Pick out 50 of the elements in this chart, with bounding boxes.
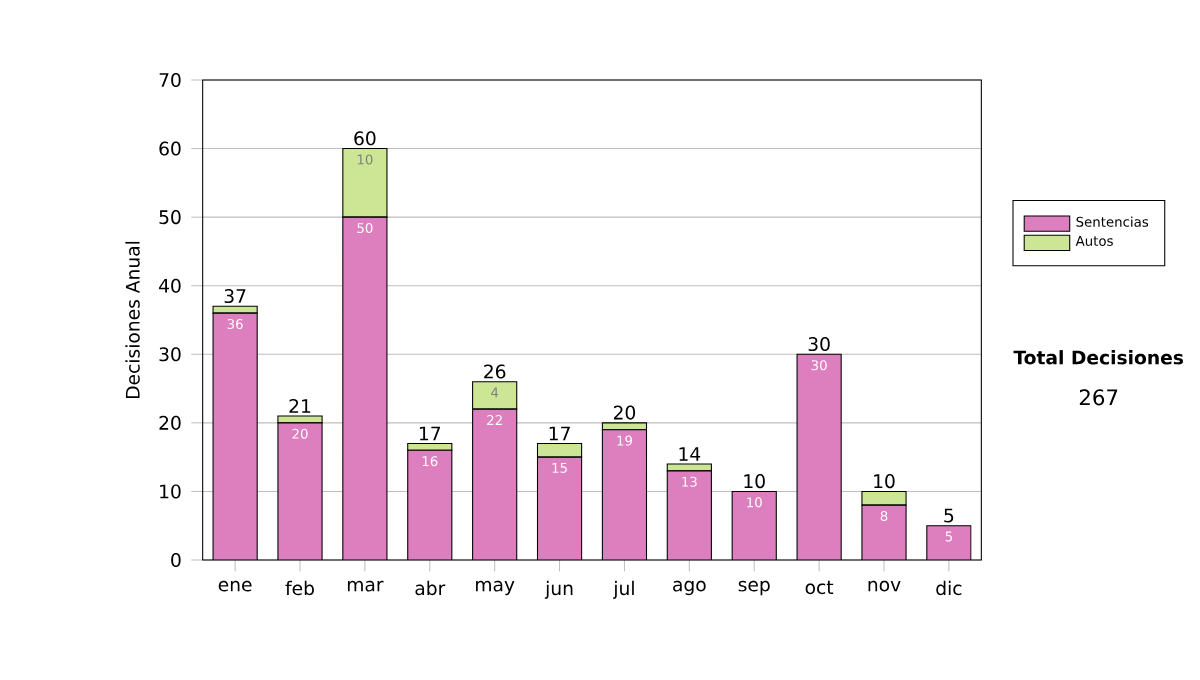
total-label: 17 (419, 426, 441, 441)
bar (732, 491, 777, 560)
x-tick-label: dic (936, 580, 962, 596)
x-tick-label: jul (613, 580, 634, 599)
x-tick-label: feb (285, 580, 314, 596)
y-tick-label: 0 (171, 552, 181, 568)
bar (277, 415, 323, 424)
x-tick-label: oct (805, 580, 834, 595)
y-tick-label: 30 (159, 347, 181, 362)
x-tick-label: may (476, 580, 515, 596)
bar (407, 450, 452, 560)
y-axis-title: Decisiones Anual (125, 241, 140, 398)
total-label: 21 (289, 398, 311, 413)
bar (926, 525, 972, 560)
total-label: 26 (484, 364, 506, 379)
x-tick-label: jun (544, 580, 573, 599)
total-label: 30 (808, 336, 830, 352)
text: Total Decisiones (1013, 350, 1184, 365)
total-label: 10 (744, 474, 765, 489)
total-label: 17 (549, 426, 570, 441)
y-tick-label: 10 (160, 484, 181, 499)
bar (797, 354, 842, 560)
y-tick-label: 50 (159, 210, 181, 225)
bar (277, 422, 323, 560)
y-tick-label: 60 (159, 141, 181, 156)
bar (472, 381, 518, 410)
bar (342, 217, 387, 560)
x-tick-label: nov (868, 580, 901, 592)
bar (667, 470, 712, 560)
bar (861, 490, 907, 506)
x-tick-label: abr (415, 580, 446, 596)
total-label: 37 (224, 288, 246, 304)
x-tick-label: mar (347, 580, 384, 592)
total-label: 20 (613, 405, 636, 420)
total-label: 10 (874, 474, 895, 489)
bar (537, 457, 582, 560)
bar (472, 409, 517, 560)
x-tick-label: sep (738, 580, 770, 596)
x-tick-label: ago (673, 580, 706, 596)
x-tick-label: ene (218, 580, 252, 592)
bar (861, 505, 907, 560)
total-label: 60 (354, 131, 376, 146)
text: 267 (1079, 389, 1118, 406)
bar (213, 313, 258, 560)
bar (602, 429, 647, 560)
total-label: 14 (679, 447, 701, 461)
y-tick-label: 40 (159, 278, 181, 293)
y-tick-label: 20 (159, 415, 181, 430)
total-label: 5 (944, 508, 954, 523)
y-tick-label: 70 (159, 72, 181, 88)
